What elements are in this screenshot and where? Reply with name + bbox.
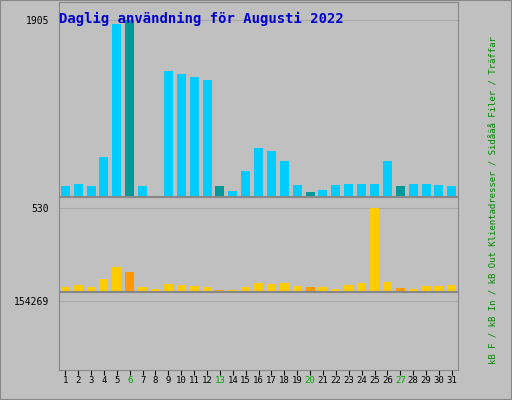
Bar [87, 186, 96, 196]
Bar [203, 80, 211, 196]
Bar [99, 157, 109, 196]
Bar [293, 286, 302, 291]
Bar [383, 161, 392, 196]
Bar [370, 184, 379, 196]
Bar [318, 190, 328, 196]
Bar [280, 161, 289, 196]
Bar [87, 286, 96, 291]
Bar [216, 290, 224, 291]
Bar [164, 284, 173, 291]
Bar [74, 285, 83, 291]
Bar [61, 186, 70, 196]
Bar [293, 185, 302, 196]
Bar [267, 151, 276, 196]
Bar [306, 286, 314, 291]
Bar [447, 186, 456, 196]
Bar [189, 77, 199, 196]
Bar [331, 289, 340, 291]
Bar [280, 283, 289, 291]
Bar [125, 20, 134, 196]
Bar [409, 184, 418, 196]
Bar [241, 286, 250, 291]
Bar [216, 186, 224, 196]
Bar [434, 286, 443, 291]
Bar [331, 185, 340, 196]
Bar [164, 71, 173, 196]
Bar [61, 286, 70, 291]
Bar [306, 192, 314, 196]
Bar [99, 279, 109, 291]
Bar [344, 184, 353, 196]
Bar [203, 286, 211, 291]
Bar [254, 282, 263, 291]
Bar [177, 285, 186, 291]
Bar [318, 286, 328, 291]
Bar [409, 289, 418, 291]
Bar [112, 24, 121, 196]
Bar [434, 185, 443, 196]
Text: kB F / kB In / kB Out Klientadresser / Sidåäå Filer / Träffar: kB F / kB In / kB Out Klientadresser / S… [489, 36, 499, 364]
Bar [357, 184, 366, 196]
Bar [151, 289, 160, 291]
Bar [138, 186, 147, 196]
Bar [396, 186, 405, 196]
Bar [189, 286, 199, 291]
Bar [254, 148, 263, 196]
Bar [228, 290, 237, 291]
Bar [177, 74, 186, 196]
Bar [74, 184, 83, 196]
Bar [383, 282, 392, 291]
Bar [396, 288, 405, 291]
Bar [447, 285, 456, 291]
Bar [421, 286, 431, 291]
Bar [112, 267, 121, 291]
Bar [125, 272, 134, 291]
Text: Daglig användning för Augusti 2022: Daglig användning för Augusti 2022 [59, 12, 344, 26]
Bar [344, 285, 353, 291]
Bar [228, 191, 237, 196]
Bar [241, 170, 250, 196]
Bar [267, 284, 276, 291]
Bar [138, 286, 147, 291]
Bar [421, 184, 431, 196]
Bar [357, 282, 366, 291]
Bar [370, 208, 379, 291]
